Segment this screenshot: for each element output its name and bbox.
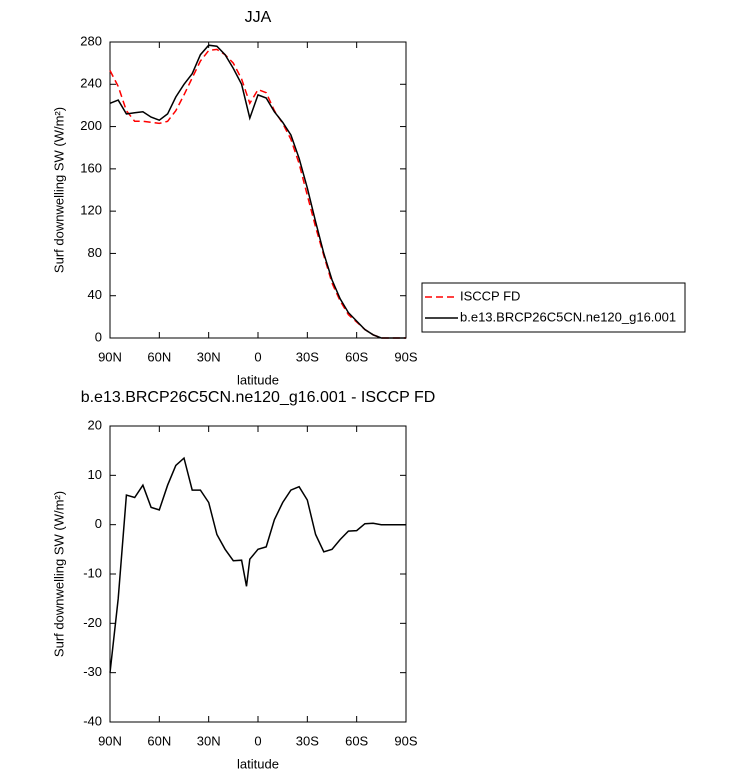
y-tick-label: 0 bbox=[95, 516, 102, 531]
y-tick-label: 280 bbox=[80, 33, 102, 48]
x-tick-label: 90S bbox=[394, 733, 417, 748]
chart-title: JJA bbox=[245, 9, 272, 26]
x-tick-label: 90N bbox=[98, 733, 122, 748]
x-tick-label: 60N bbox=[147, 349, 171, 364]
data-line bbox=[109, 456, 406, 673]
y-tick-label: 20 bbox=[88, 417, 102, 432]
x-tick-label: 90N bbox=[98, 349, 122, 364]
y-tick-label: 0 bbox=[95, 329, 102, 344]
x-axis-label: latitude bbox=[237, 756, 279, 771]
data-line bbox=[109, 44, 406, 339]
x-tick-label: 60N bbox=[147, 733, 171, 748]
y-tick-label: 160 bbox=[80, 160, 102, 175]
plot-frame bbox=[109, 41, 407, 339]
x-tick-label: 30N bbox=[197, 349, 221, 364]
x-tick-label: 30S bbox=[296, 349, 319, 364]
data-line bbox=[109, 48, 406, 339]
y-tick-label: 200 bbox=[80, 118, 102, 133]
x-tick-label: 0 bbox=[254, 733, 261, 748]
legend-label: ISCCP FD bbox=[460, 288, 520, 303]
y-axis-label: Surf downwelling SW (W/m²) bbox=[51, 107, 66, 273]
y-axis-label: Surf downwelling SW (W/m²) bbox=[51, 491, 66, 657]
x-tick-label: 30N bbox=[197, 733, 221, 748]
x-tick-label: 0 bbox=[254, 349, 261, 364]
plot-frame bbox=[109, 425, 407, 723]
y-tick-label: 80 bbox=[88, 245, 102, 260]
y-tick-label: -30 bbox=[83, 664, 102, 679]
x-tick-label: 60S bbox=[345, 349, 368, 364]
x-tick-label: 60S bbox=[345, 733, 368, 748]
legend-box bbox=[421, 282, 686, 333]
x-axis-label: latitude bbox=[237, 372, 279, 387]
y-tick-label: -40 bbox=[83, 713, 102, 728]
x-tick-label: 30S bbox=[296, 733, 319, 748]
y-tick-label: 40 bbox=[88, 287, 102, 302]
y-tick-label: -10 bbox=[83, 565, 102, 580]
y-tick-label: 10 bbox=[88, 467, 102, 482]
y-tick-label: 240 bbox=[80, 76, 102, 91]
x-tick-label: 90S bbox=[394, 349, 417, 364]
chart-title: b.e13.BRCP26C5CN.ne120_g16.001 - ISCCP F… bbox=[81, 389, 436, 406]
legend-label: b.e13.BRCP26C5CN.ne120_g16.001 bbox=[460, 309, 676, 324]
y-tick-label: 120 bbox=[80, 203, 102, 218]
y-tick-label: -20 bbox=[83, 615, 102, 630]
